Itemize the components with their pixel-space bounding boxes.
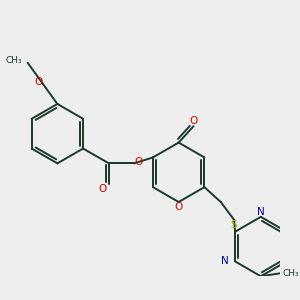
Text: S: S (231, 220, 237, 230)
Text: O: O (175, 202, 183, 212)
Text: N: N (257, 206, 265, 217)
Text: CH₃: CH₃ (6, 56, 22, 65)
Text: CH₃: CH₃ (282, 269, 299, 278)
Text: O: O (134, 157, 143, 167)
Text: O: O (189, 116, 198, 126)
Text: N: N (221, 256, 229, 266)
Text: O: O (35, 77, 43, 87)
Text: O: O (98, 184, 106, 194)
